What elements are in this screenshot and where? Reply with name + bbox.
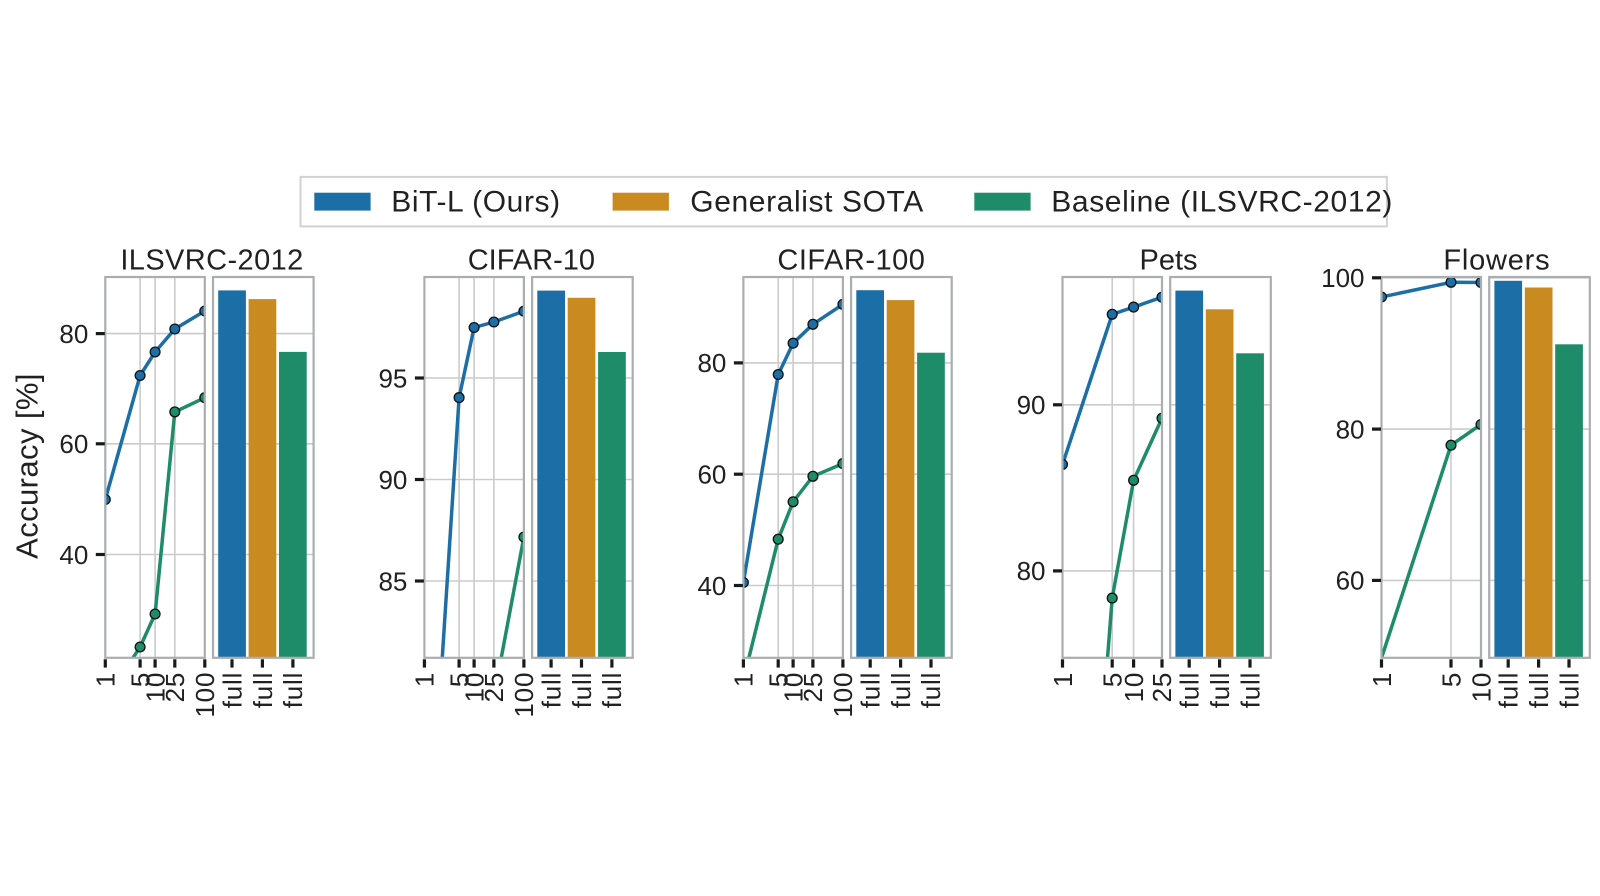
svg-text:90: 90 [1017,390,1046,420]
svg-text:10: 10 [1119,672,1149,703]
svg-text:full: full [567,672,597,708]
svg-text:BiT-L (Ours): BiT-L (Ours) [391,185,560,218]
svg-text:80: 80 [59,319,88,349]
svg-text:1: 1 [1048,672,1078,687]
svg-text:10: 10 [778,672,808,703]
svg-text:full: full [278,672,308,708]
svg-text:95: 95 [378,363,407,393]
svg-text:CIFAR-100: CIFAR-100 [777,245,925,277]
svg-text:full: full [856,672,886,708]
svg-text:1: 1 [729,672,759,687]
svg-text:1: 1 [410,672,440,687]
svg-text:Baseline (ILSVRC-2012): Baseline (ILSVRC-2012) [1051,185,1393,218]
svg-text:60: 60 [697,460,726,490]
svg-text:full: full [1524,672,1554,708]
svg-text:90: 90 [378,465,407,495]
svg-text:5: 5 [764,672,794,687]
svg-text:5: 5 [1098,672,1128,687]
svg-text:full: full [1494,672,1524,708]
svg-text:full: full [886,672,916,708]
svg-text:10: 10 [140,672,170,703]
svg-text:Generalist SOTA: Generalist SOTA [690,185,924,218]
svg-text:100: 100 [828,672,858,718]
svg-text:Flowers: Flowers [1443,245,1550,277]
svg-text:10: 10 [459,672,489,703]
svg-text:CIFAR-10: CIFAR-10 [468,245,595,277]
svg-text:Accuracy [%]: Accuracy [%] [10,373,45,559]
svg-text:25: 25 [1147,672,1177,703]
svg-text:25: 25 [479,672,509,703]
svg-text:1: 1 [91,672,121,687]
svg-text:5: 5 [125,672,155,687]
svg-text:full: full [248,672,278,708]
svg-text:5: 5 [1436,672,1466,687]
svg-text:full: full [1205,672,1235,708]
svg-text:Pets: Pets [1139,245,1197,277]
svg-text:40: 40 [59,540,88,570]
svg-text:100: 100 [509,672,539,718]
svg-text:full: full [1554,672,1584,708]
svg-text:full: full [1235,672,1265,708]
svg-text:60: 60 [1336,566,1365,596]
svg-text:100: 100 [190,672,220,718]
svg-text:80: 80 [1336,414,1365,444]
svg-text:10: 10 [1466,672,1496,703]
svg-text:80: 80 [1017,556,1046,586]
svg-text:full: full [597,672,627,708]
svg-text:60: 60 [59,429,88,459]
svg-text:ILSVRC-2012: ILSVRC-2012 [120,245,303,277]
svg-text:full: full [1175,672,1205,708]
svg-text:1: 1 [1367,672,1397,687]
svg-text:5: 5 [444,672,474,687]
svg-text:25: 25 [160,672,190,703]
svg-text:full: full [217,672,247,708]
svg-text:40: 40 [697,571,726,601]
svg-text:80: 80 [697,348,726,378]
svg-text:85: 85 [378,566,407,596]
svg-text:full: full [916,672,946,708]
svg-text:25: 25 [798,672,828,703]
svg-text:full: full [536,672,566,708]
svg-text:100: 100 [1321,263,1364,293]
